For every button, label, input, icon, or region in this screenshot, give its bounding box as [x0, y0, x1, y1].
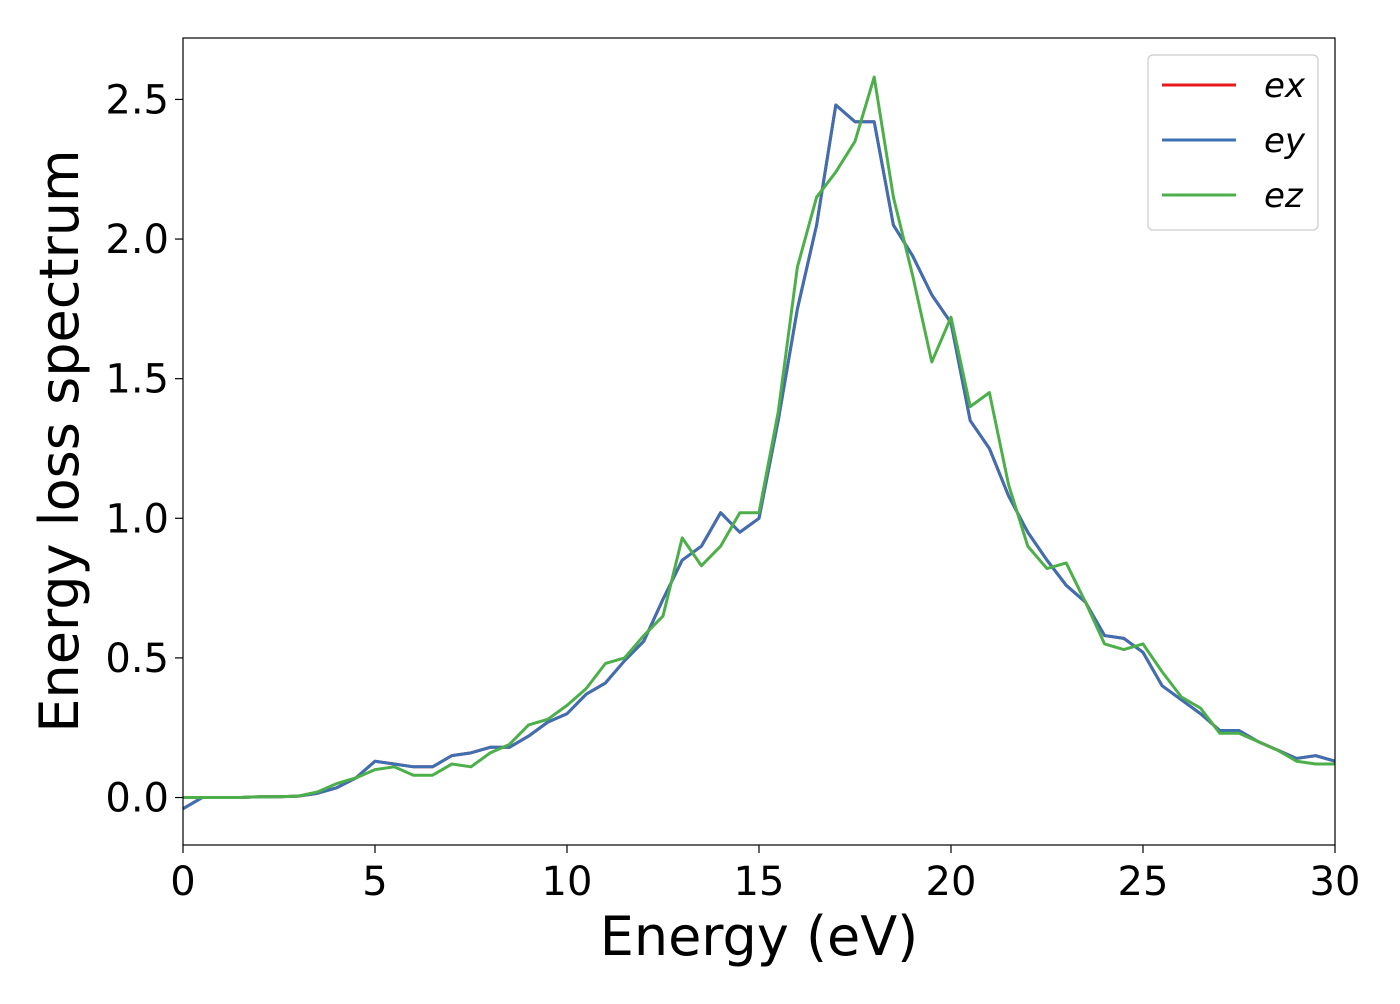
y-axis-label: Energy loss spectrum — [28, 149, 91, 732]
x-tick-label: 30 — [1310, 859, 1361, 905]
x-tick-label: 10 — [542, 859, 593, 905]
series-line — [183, 103, 1335, 810]
x-tick-label: 15 — [734, 859, 785, 905]
legend-box — [1147, 54, 1319, 231]
y-tick-label: 1.5 — [105, 357, 169, 403]
x-axis-label: Energy (eV) — [600, 905, 919, 968]
series-line — [183, 75, 1335, 800]
y-tick-label: 1.0 — [105, 496, 169, 542]
legend-label: ex — [1264, 66, 1306, 106]
y-tick-label: 2.0 — [105, 217, 169, 263]
y-tick-label: 2.5 — [105, 77, 169, 123]
legend-label: ey — [1264, 121, 1306, 161]
x-tick-label: 5 — [362, 859, 387, 905]
x-tick-label: 20 — [926, 859, 977, 905]
y-tick-label: 0.5 — [105, 636, 169, 682]
plot-frame — [182, 37, 1336, 846]
legend-label: ez — [1264, 176, 1304, 216]
x-tick-label: 25 — [1118, 859, 1169, 905]
x-tick-label: 0 — [170, 859, 195, 905]
y-tick-label: 0.0 — [105, 776, 169, 822]
